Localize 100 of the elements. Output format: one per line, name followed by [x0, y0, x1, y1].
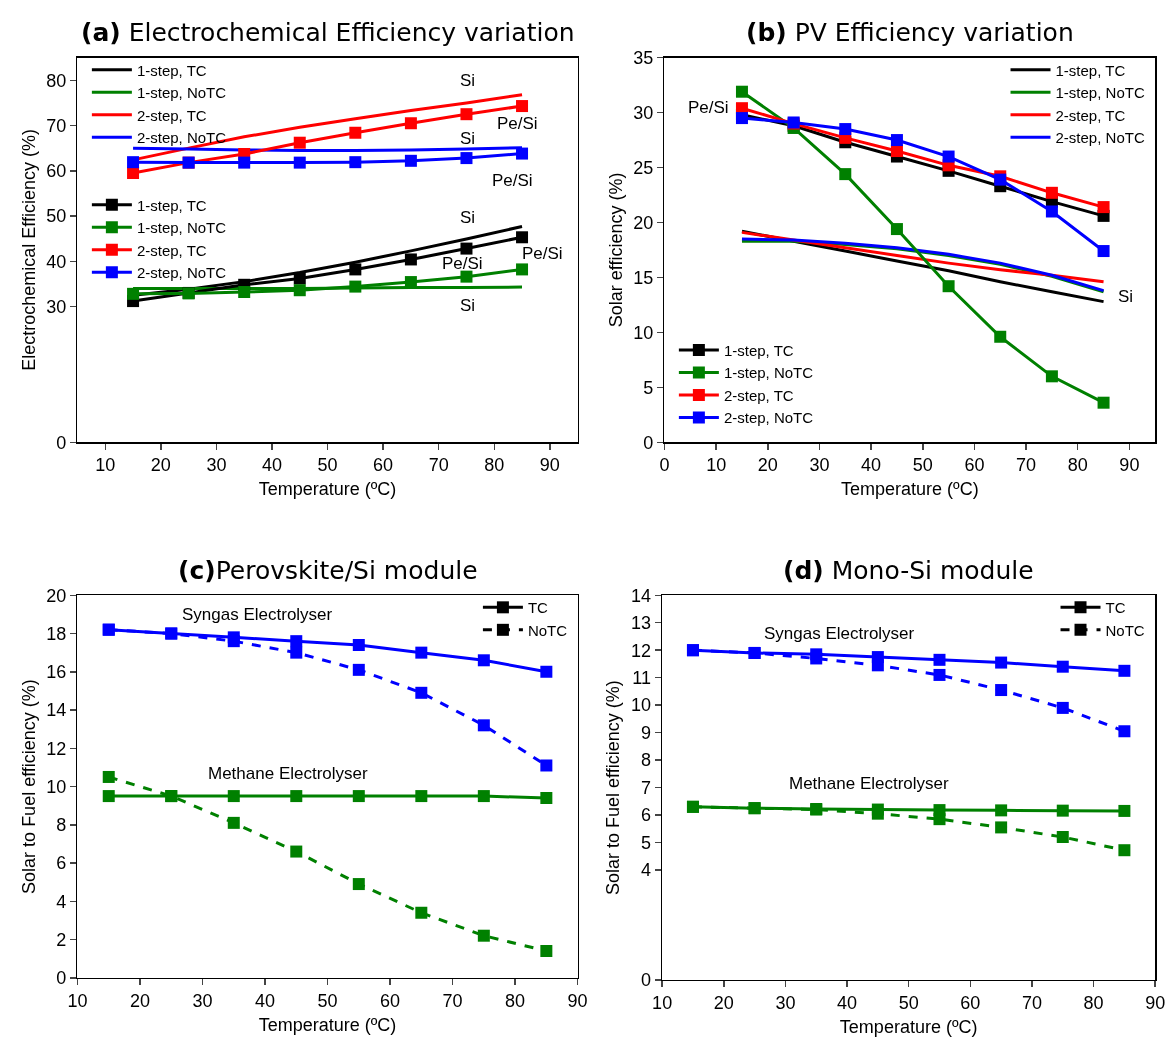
x-tick-label: 60 [960, 992, 981, 1013]
legend-label: TC [527, 599, 549, 617]
y-tick-label: 13 [631, 613, 652, 634]
y-tick-label: 8 [641, 750, 652, 771]
y-tick-label: 8 [56, 815, 67, 836]
chart-title: (b) PV Efficiency variation [746, 18, 1074, 47]
annotation: Methane Electrolyser [789, 774, 950, 793]
annotation: Pe/Si [492, 171, 533, 190]
annotation: Syngas Electrolyser [182, 605, 333, 624]
y-tick-label: 60 [46, 161, 67, 182]
x-tick-label: 60 [964, 455, 985, 476]
y-axis-title: Solar efficiency (%) [605, 172, 626, 328]
x-tick-label: 70 [1021, 992, 1042, 1013]
y-tick-label: 35 [633, 47, 654, 68]
x-tick-label: 10 [706, 455, 727, 476]
annotation: Si [460, 208, 476, 227]
y-tick-label: 40 [46, 251, 67, 272]
y-tick-label: 25 [633, 157, 654, 178]
annotation: Syngas Electrolyser [764, 624, 915, 643]
y-tick-label: 10 [46, 776, 67, 797]
y-tick-label: 0 [643, 432, 654, 453]
x-tick-label: 30 [192, 990, 213, 1011]
legend-label: 2-step, NoTC [136, 129, 227, 147]
x-tick-label: 50 [898, 992, 919, 1013]
legend-label: 1-step, NoTC [723, 364, 814, 382]
x-tick-label: 20 [129, 990, 151, 1011]
y-tick-label: 18 [46, 623, 67, 644]
x-tick-label: 30 [775, 992, 796, 1013]
y-tick-label: 10 [631, 695, 652, 716]
x-tick-label: 70 [442, 990, 463, 1011]
x-tick-label: 40 [255, 990, 276, 1011]
x-tick-label: 90 [567, 990, 588, 1011]
annotation: Si [460, 296, 476, 315]
annotation: Si [1118, 287, 1134, 306]
x-axis-title: Temperature (ºC) [258, 479, 397, 500]
legend-label: 2-step, TC [136, 106, 207, 124]
legend-label: 1-step, TC [136, 196, 207, 214]
x-tick-label: 90 [1145, 992, 1166, 1013]
y-tick-label: 2 [56, 929, 67, 950]
x-tick-label: 20 [150, 455, 171, 476]
legend-label: 2-step, NoTC [136, 264, 227, 282]
x-tick-label: 90 [1119, 455, 1140, 476]
annotation: Si [460, 129, 476, 148]
y-tick-label: 80 [46, 70, 67, 91]
legend-label: TC [1105, 599, 1126, 617]
y-tick-label: 15 [633, 267, 654, 288]
x-tick-label: 80 [1067, 455, 1088, 476]
y-tick-label: 4 [641, 860, 652, 881]
x-tick-label: 40 [837, 992, 858, 1013]
x-tick-label: 40 [861, 455, 882, 476]
legend-label: NoTC [527, 621, 568, 639]
legend-label: 1-step, TC [723, 341, 794, 359]
legend-label: 1-step, NoTC [136, 219, 227, 237]
annotation: Pe/Si [497, 114, 538, 133]
legend-label: 2-step, TC [136, 241, 207, 259]
y-tick-label: 10 [633, 322, 654, 343]
y-tick-label: 30 [633, 102, 654, 123]
y-axis-title: Electrochemical Efficiency (%) [18, 129, 39, 371]
legend-label: 1-step, TC [1055, 61, 1126, 79]
x-tick-label: 50 [317, 990, 338, 1011]
y-tick-label: 14 [46, 700, 67, 721]
chart-title: (a) Electrochemical Efficiency variation [81, 18, 575, 47]
x-tick-label: 30 [809, 455, 830, 476]
legend-label: 2-step, NoTC [723, 409, 814, 427]
y-tick-label: 30 [46, 296, 67, 317]
legend-label: NoTC [1105, 621, 1145, 639]
legend-label: 2-step, TC [1055, 106, 1126, 124]
x-tick-label: 70 [1016, 455, 1037, 476]
annotation: Pe/Si [522, 244, 563, 263]
y-tick-label: 4 [56, 891, 67, 912]
x-tick-label: 50 [317, 455, 338, 476]
y-tick-label: 16 [46, 662, 67, 683]
annotation: Methane Electrolyser [208, 764, 369, 783]
annotation: Pe/Si [688, 98, 729, 117]
y-tick-label: 0 [641, 970, 652, 991]
x-axis-title: Temperature (ºC) [841, 479, 979, 500]
y-tick-label: 70 [46, 115, 67, 136]
annotation: Si [460, 71, 476, 90]
x-tick-label: 0 [659, 455, 670, 476]
y-tick-label: 50 [46, 206, 67, 227]
y-tick-label: 0 [56, 968, 67, 989]
legend-label: 2-step, NoTC [1055, 129, 1145, 147]
y-tick-label: 0 [56, 432, 67, 453]
y-tick-label: 20 [46, 585, 67, 606]
x-tick-label: 80 [505, 990, 526, 1011]
x-tick-label: 60 [373, 455, 394, 476]
legend-label: 1-step, NoTC [136, 84, 227, 102]
x-axis-title: Temperature (ºC) [839, 1016, 978, 1037]
legend-label: 1-step, NoTC [1055, 84, 1145, 102]
x-tick-label: 60 [380, 990, 401, 1011]
x-tick-label: 70 [428, 455, 449, 476]
x-tick-label: 40 [261, 455, 282, 476]
y-tick-label: 5 [643, 377, 654, 398]
x-axis-title: Temperature (ºC) [258, 1014, 397, 1035]
chart-title: (c)Perovskite/Si module [178, 556, 478, 585]
x-tick-label: 90 [539, 455, 560, 476]
x-tick-label: 30 [206, 455, 227, 476]
chart-title: (d) Mono-Si module [783, 556, 1034, 585]
y-tick-label: 12 [631, 640, 652, 661]
y-axis-title: Solar to Fuel efficiency (%) [603, 680, 624, 895]
